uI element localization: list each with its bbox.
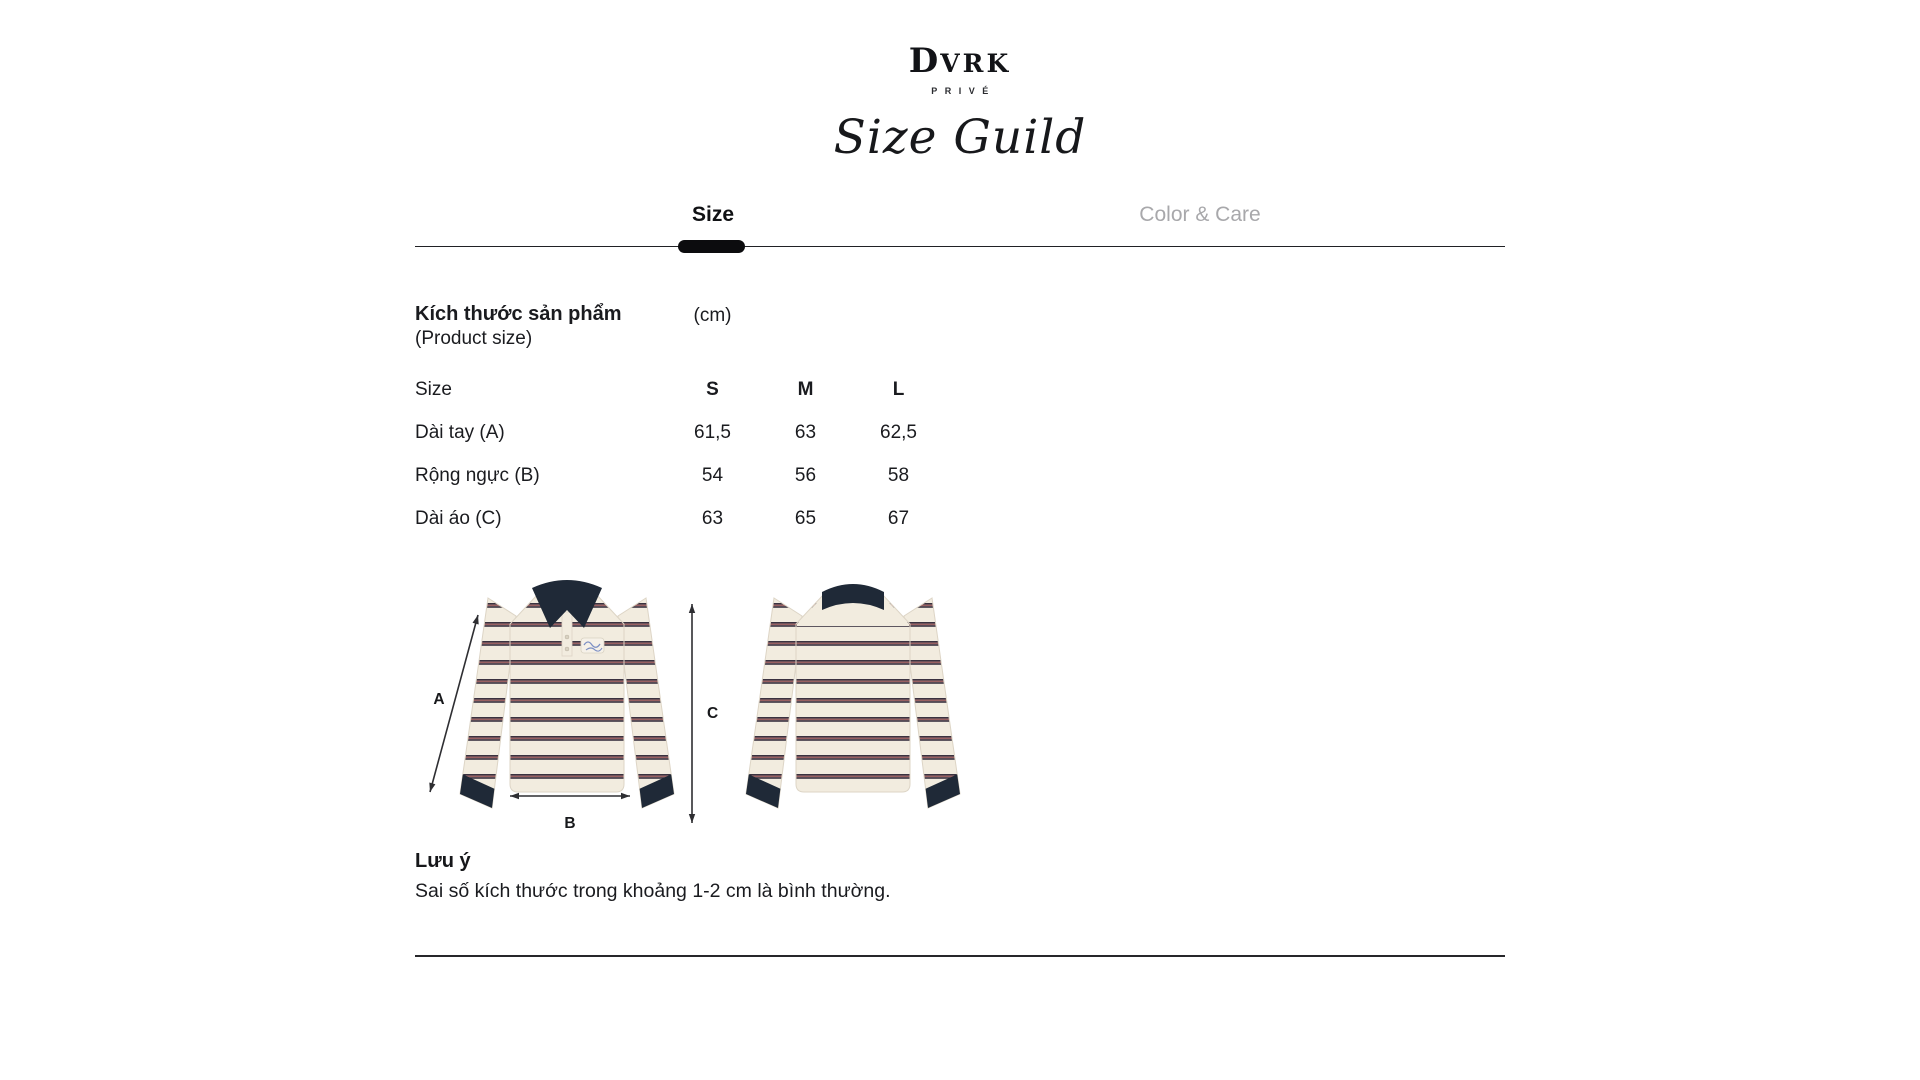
brand-wordmark: DVRK — [0, 44, 1920, 84]
cell-value: 62,5 — [880, 421, 917, 443]
measure-label-a: A — [433, 691, 444, 708]
bottom-divider — [415, 955, 1505, 957]
placket — [561, 611, 573, 657]
button — [564, 634, 570, 640]
button — [564, 646, 570, 652]
right-cuff — [925, 774, 960, 808]
page-title: Size Guild — [833, 110, 1087, 165]
table-title: Kích thước sản phẩm — [415, 303, 622, 325]
size-table: Kích thước sản phẩm (Product size) (cm) … — [415, 300, 945, 540]
cell-value: 63 — [701, 507, 724, 529]
size-diagram: A B C — [429, 580, 961, 832]
back-collar — [822, 584, 884, 610]
brand-subtitle: PRIVÉ — [931, 86, 996, 96]
column-header-m: M — [797, 378, 814, 400]
measure-arrow-b — [510, 792, 630, 800]
collar — [532, 580, 602, 628]
tab-color-care[interactable]: Color & Care — [1139, 203, 1261, 226]
cell-value: 54 — [701, 464, 724, 486]
cell-value: 63 — [794, 421, 817, 443]
cell-value: 65 — [794, 507, 817, 529]
row-label-sleeve: Dài tay (A) — [415, 421, 505, 443]
left-cuff — [746, 774, 781, 808]
left-cuff — [460, 774, 495, 808]
active-tab-indicator — [678, 240, 745, 253]
measure-arrow-c — [688, 604, 696, 823]
tab-divider — [415, 246, 1505, 247]
row-label-chest: Rộng ngực (B) — [415, 464, 540, 486]
table-unit: (cm) — [693, 305, 732, 326]
brand-rest: VRK — [940, 49, 1012, 78]
table-title-block: Kích thước sản phẩm (Product size) — [415, 300, 666, 351]
cell-value: 58 — [887, 464, 910, 486]
brand-initial: D — [908, 41, 941, 81]
note-title: Lưu ý — [415, 850, 471, 872]
back-shirt — [745, 584, 961, 809]
measure-label-b: B — [564, 815, 575, 832]
column-header-s: S — [706, 378, 719, 400]
right-cuff — [639, 774, 674, 808]
column-header-l: L — [892, 378, 905, 400]
chest-logo-patch — [580, 637, 605, 654]
table-subtitle: (Product size) — [415, 328, 533, 349]
row-header-label: Size — [415, 378, 452, 400]
cell-value: 61,5 — [694, 421, 731, 443]
front-shirt — [459, 580, 675, 809]
note-text: Sai số kích thước trong khoảng 1-2 cm là… — [415, 880, 891, 902]
measure-label-c: C — [707, 705, 718, 722]
tab-size[interactable]: Size — [691, 203, 735, 226]
measure-arrow-a — [429, 614, 479, 793]
row-label-length: Dài áo (C) — [415, 507, 502, 529]
cell-value: 67 — [887, 507, 910, 529]
brand-logo: DVRK PRIVÉ — [0, 44, 1920, 96]
note-block: Lưu ý Sai số kích thước trong khoảng 1-2… — [415, 846, 891, 907]
cell-value: 56 — [794, 464, 817, 486]
